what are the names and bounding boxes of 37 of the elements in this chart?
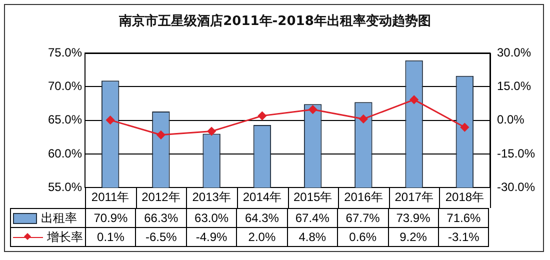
y-tick-label: 65.0% xyxy=(48,112,82,127)
legend-label: 出租率 xyxy=(41,210,77,224)
data-label: 63.0% xyxy=(186,208,237,228)
x-tick-label: 2012年 xyxy=(142,190,180,204)
y2-tick-label: 0.0% xyxy=(497,112,525,127)
chart-title: 南京市五星级酒店2011年-2018年出租率变动趋势图 xyxy=(118,12,432,30)
legend-label: 增长率 xyxy=(47,230,83,244)
data-label: 70.9% xyxy=(86,208,136,228)
data-label: -4.9% xyxy=(186,228,237,246)
y2-tick-label: -30.0% xyxy=(497,180,536,194)
data-label: 0.1% xyxy=(86,228,136,246)
data-label: 66.3% xyxy=(136,208,186,228)
data-label: 71.6% xyxy=(438,208,489,228)
x-tick-label: 2015年 xyxy=(293,190,332,204)
x-tick-label: 2014年 xyxy=(242,190,282,204)
y-tick-label: 75.0% xyxy=(48,45,82,60)
y2-tick-label: 15.0% xyxy=(497,78,532,93)
data-label: 64.3% xyxy=(236,208,288,228)
data-label: 67.7% xyxy=(338,208,388,228)
x-tick-label: 2016年 xyxy=(344,190,383,204)
data-label: 4.8% xyxy=(287,228,338,246)
x-tick-label: 2018年 xyxy=(445,190,484,204)
x-tick-label: 2013年 xyxy=(192,190,231,204)
data-label: 9.2% xyxy=(388,228,438,246)
y-tick-label: 60.0% xyxy=(48,146,82,160)
y2-tick-label: 30.0% xyxy=(497,45,532,60)
x-tick-label: 2017年 xyxy=(394,190,434,204)
y-tick-label: 55.0% xyxy=(48,180,82,194)
data-label: 67.4% xyxy=(287,208,338,228)
y2-tick-label: -15.0% xyxy=(497,146,536,160)
data-label: 2.0% xyxy=(236,228,288,246)
data-label: -3.1% xyxy=(438,228,489,246)
y-tick-label: 70.0% xyxy=(48,78,82,93)
data-label: 0.6% xyxy=(338,228,388,246)
data-label: -6.5% xyxy=(136,228,186,246)
x-tick-label: 2011年 xyxy=(91,190,130,204)
data-label: 73.9% xyxy=(388,208,438,228)
